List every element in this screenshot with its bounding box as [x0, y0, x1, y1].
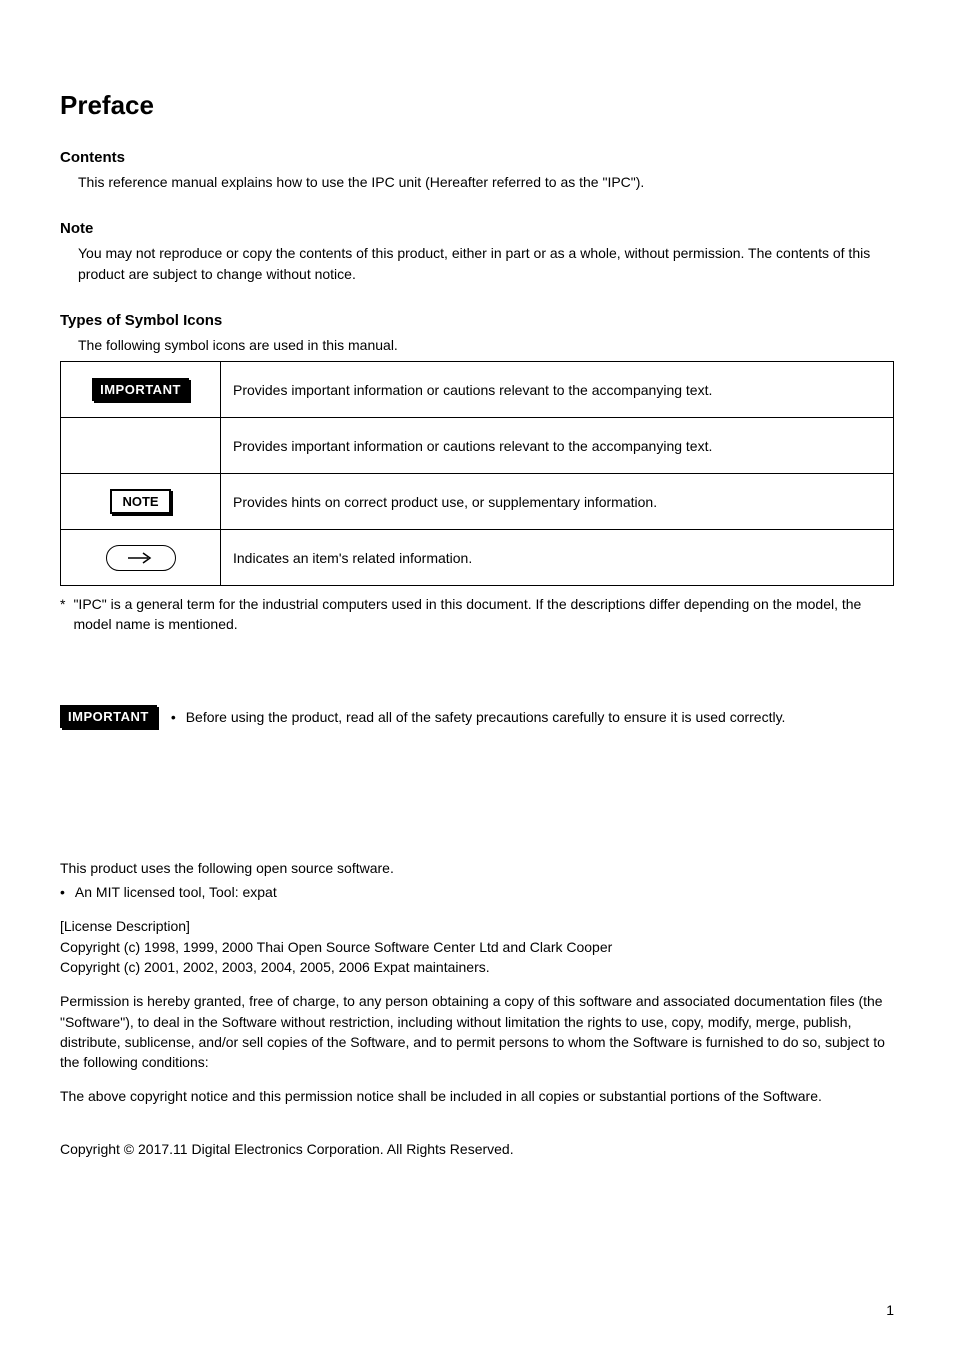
note-text: You may not reproduce or copy the conten… — [78, 243, 894, 284]
copyright-intro: This product uses the following open sou… — [60, 858, 894, 878]
icon-desc: Provides important information or cautio… — [221, 362, 894, 418]
important-badge-inline: IMPORTANT — [60, 705, 157, 728]
section-label-note: Note — [60, 220, 894, 237]
important-badge: IMPORTANT — [92, 378, 189, 401]
page-title: Preface — [60, 90, 894, 121]
page-number: 1 — [886, 1302, 894, 1318]
section-label-contents: Contents — [60, 149, 894, 166]
icon-desc: Indicates an item's related information. — [221, 530, 894, 586]
icon-desc: Provides hints on correct product use, o… — [221, 474, 894, 530]
arrow-icon — [126, 552, 156, 564]
icon-desc: Provides important information or cautio… — [221, 418, 894, 474]
contents-text: This reference manual explains how to us… — [78, 172, 894, 192]
section-label-icons: Types of Symbol Icons — [60, 312, 894, 329]
table-row: IMPORTANT Provides important information… — [61, 362, 894, 418]
icon-cell-note: NOTE — [61, 474, 221, 530]
copyright-item: An MIT licensed tool, Tool: expat — [75, 882, 277, 902]
table-row: NOTE Provides hints on correct product u… — [61, 474, 894, 530]
copyright-final: Copyright © 2017.11 Digital Electronics … — [60, 1139, 894, 1159]
icon-cell-arrow — [61, 530, 221, 586]
copyright-line: Copyright (c) 2001, 2002, 2003, 2004, 20… — [60, 957, 894, 977]
icon-cell-important: IMPORTANT — [61, 362, 221, 418]
bullet-icon: • — [60, 882, 65, 902]
star-note-text: "IPC" is a general term for the industri… — [73, 594, 894, 635]
copyright-line: Copyright (c) 1998, 1999, 2000 Thai Open… — [60, 937, 894, 957]
bullet-icon: • — [171, 707, 176, 727]
star-note: * "IPC" is a general term for the indust… — [60, 594, 894, 635]
license-line: [License Description] — [60, 916, 894, 936]
star-icon: * — [60, 594, 65, 635]
icons-intro: The following symbol icons are used in t… — [78, 335, 894, 355]
inline-important-text: Before using the product, read all of th… — [186, 707, 786, 727]
license-para: The above copyright notice and this perm… — [60, 1086, 894, 1106]
note-badge: NOTE — [110, 489, 170, 514]
icon-cell-blank — [61, 418, 221, 474]
table-row: Provides important information or cautio… — [61, 418, 894, 474]
icon-table: IMPORTANT Provides important information… — [60, 361, 894, 586]
arrow-badge — [106, 545, 176, 571]
license-para: Permission is hereby granted, free of ch… — [60, 991, 894, 1072]
copyright-block: This product uses the following open sou… — [60, 858, 894, 1159]
table-row: Indicates an item's related information. — [61, 530, 894, 586]
